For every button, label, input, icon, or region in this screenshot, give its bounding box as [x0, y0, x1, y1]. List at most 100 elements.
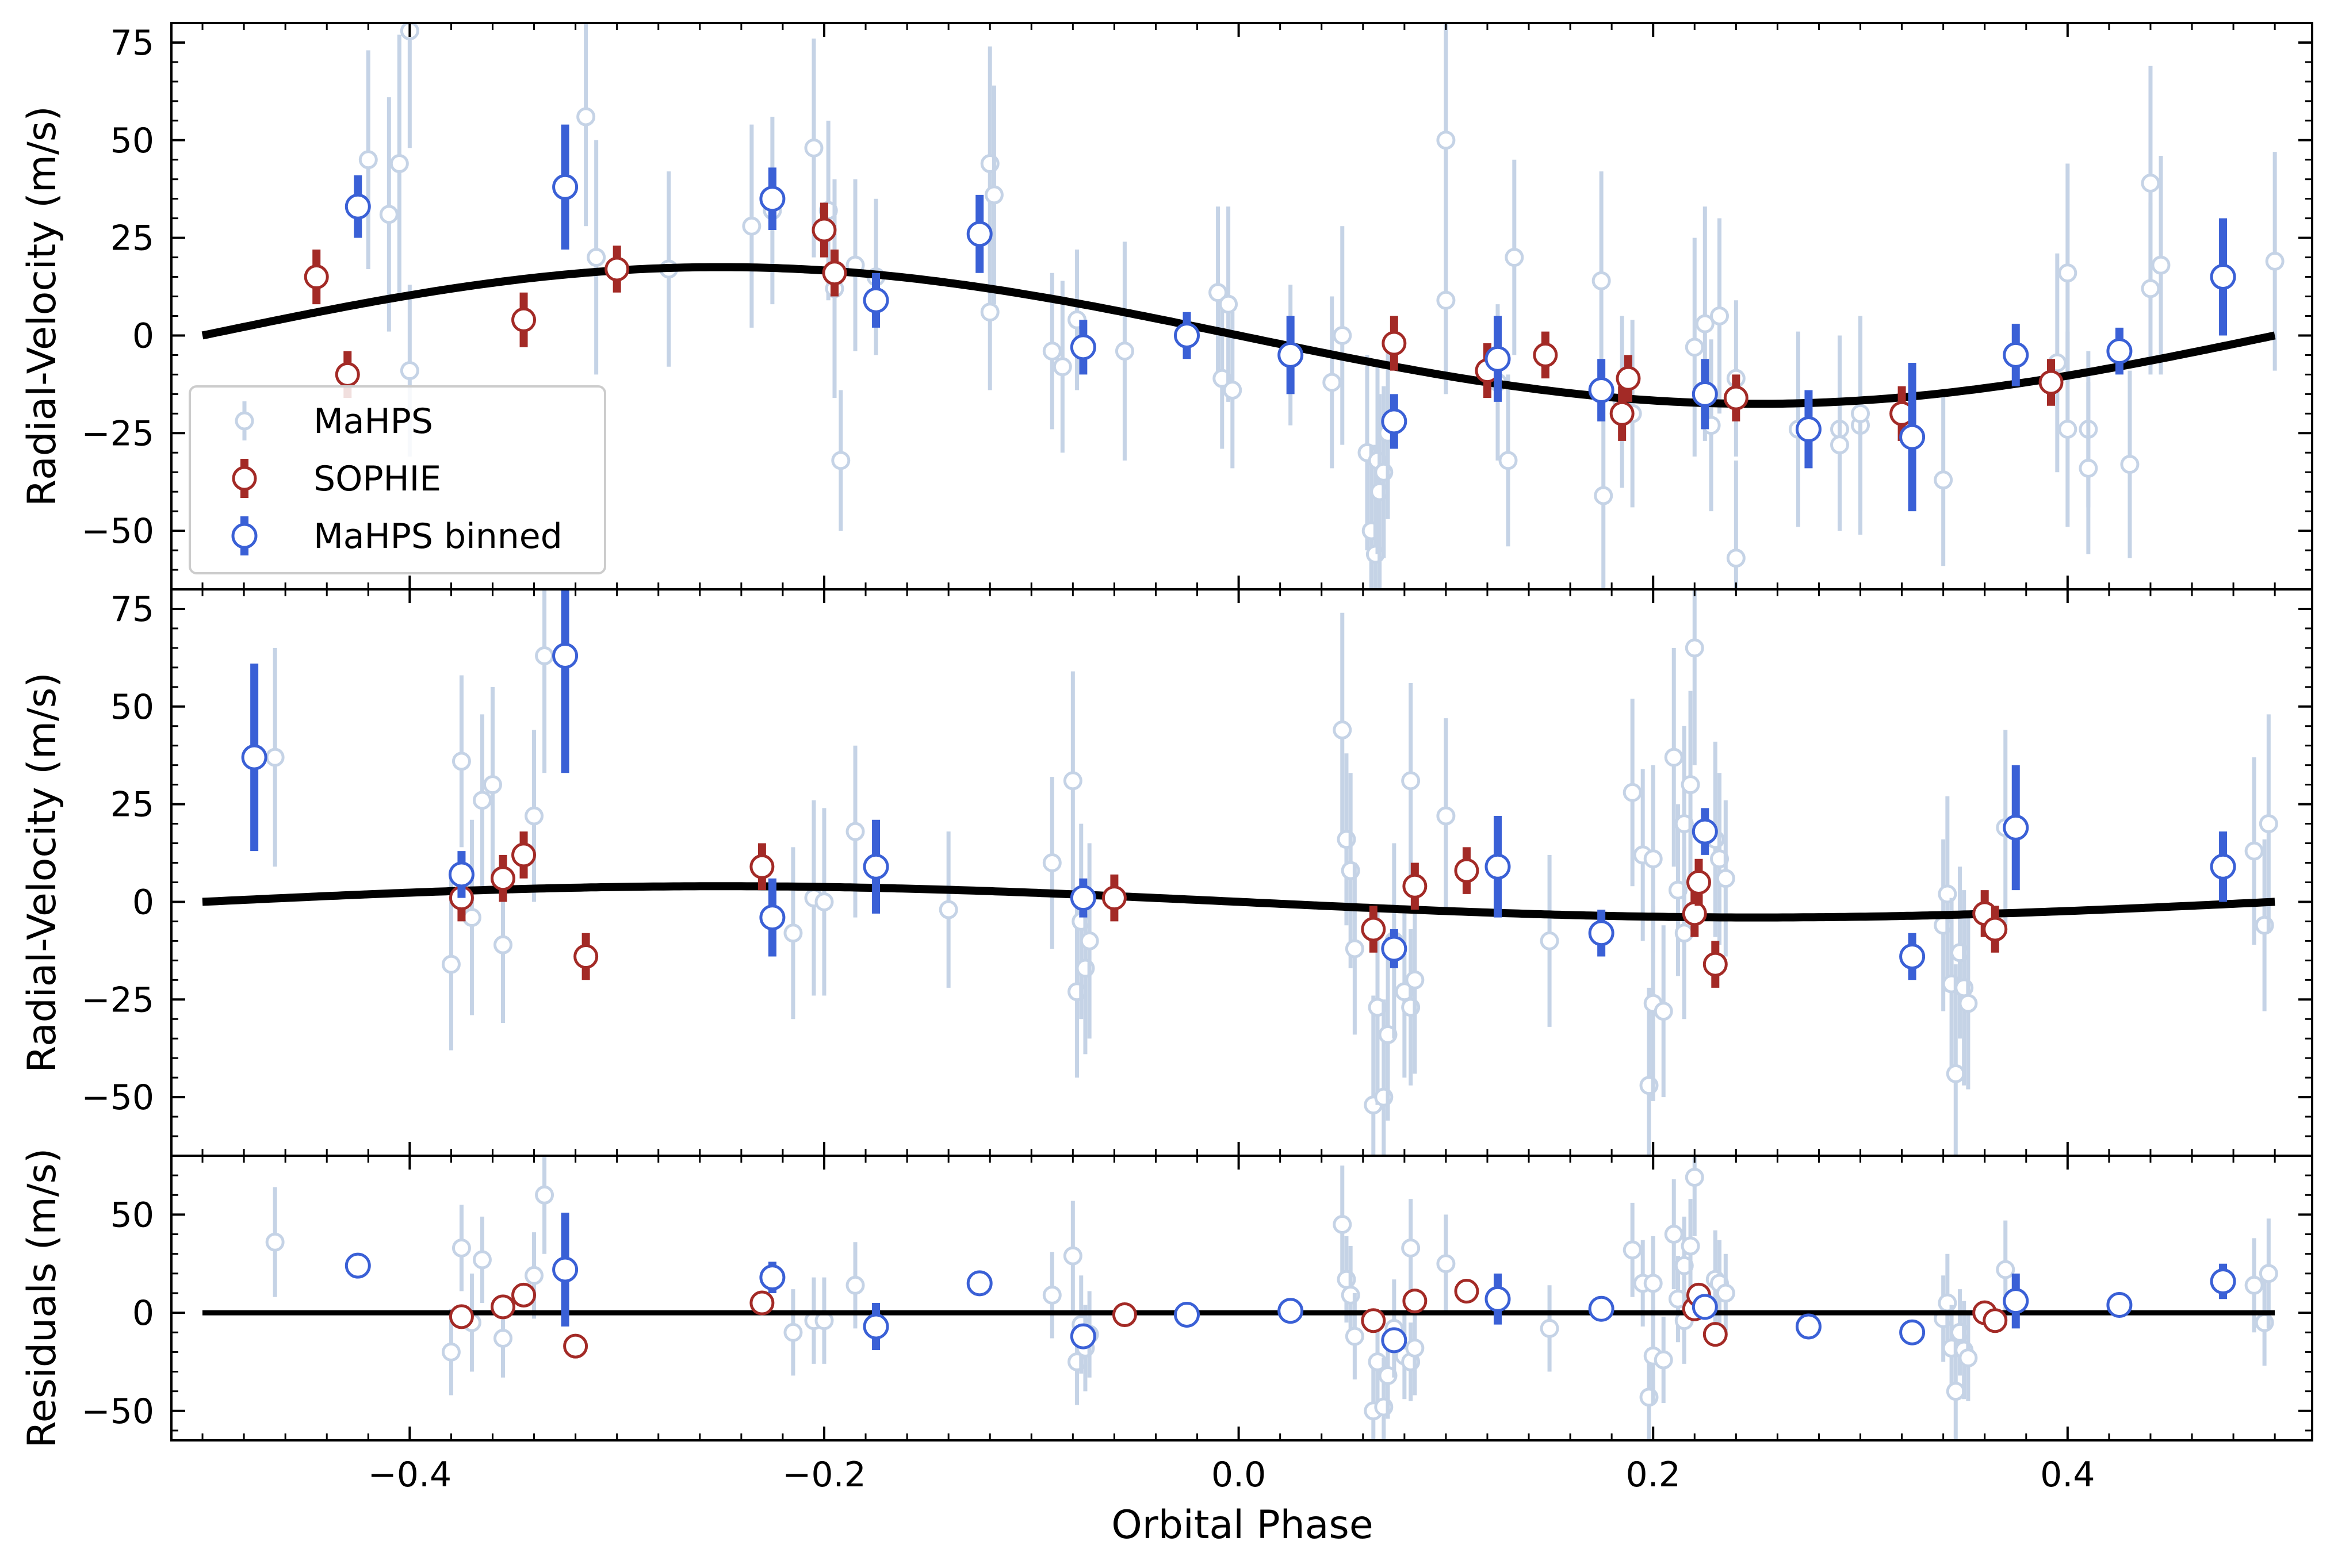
mahps-point — [358, 150, 378, 170]
binned-point — [759, 904, 786, 931]
mahps-point — [2265, 251, 2285, 271]
sophie-point — [1361, 1308, 1386, 1333]
mahps-point — [2141, 279, 2160, 298]
binned-point — [1277, 1298, 1304, 1324]
mahps-point — [441, 1342, 461, 1362]
mahps-point — [1333, 325, 1352, 345]
mahps-point — [1695, 314, 1715, 333]
mahps-point — [1401, 1238, 1421, 1258]
sophie-point — [1402, 873, 1428, 899]
mahps-point — [1654, 1002, 1673, 1021]
y-tick-label: 50 — [110, 1195, 154, 1235]
mahps-point — [400, 361, 419, 381]
y-axis-label: Residuals (m/s) — [20, 1148, 65, 1448]
mahps-point — [1436, 131, 1456, 150]
mahps-point — [1063, 1246, 1082, 1266]
binned-point — [2210, 1268, 2236, 1294]
mahps-point — [1996, 1260, 2015, 1279]
sophie-point — [335, 362, 360, 387]
mahps-point — [1958, 994, 1978, 1013]
mahps-point — [1505, 248, 1524, 267]
x-tick-label: 0.0 — [1211, 1455, 1266, 1495]
mahps-point — [2058, 419, 2077, 439]
legend-label-sophie: SOPHIE — [313, 459, 441, 499]
mahps-point — [1401, 771, 1421, 791]
binned-point — [1484, 1286, 1511, 1312]
sophie-point — [1609, 401, 1635, 426]
binned-point — [1692, 381, 1718, 407]
mahps-point — [1946, 1064, 1965, 1083]
x-tick-label: −0.4 — [368, 1455, 452, 1495]
binned-point — [241, 744, 267, 770]
y-tick-label: −50 — [81, 511, 154, 551]
binned-point — [2106, 338, 2133, 365]
plot-area — [202, 1156, 2278, 1440]
mahps-point — [1333, 1214, 1352, 1234]
mahps-point — [1594, 486, 1613, 505]
y-tick-label: 0 — [132, 882, 154, 922]
mahps-point — [1654, 1350, 1673, 1370]
sophie-point — [1686, 869, 1711, 895]
binned-point — [345, 1252, 371, 1279]
y-tick-label: 25 — [110, 785, 154, 825]
model-curve — [202, 882, 2275, 922]
binned-point — [1381, 936, 1407, 962]
legend-label-mahps: MaHPS — [313, 401, 433, 442]
mahps-point — [1063, 771, 1082, 791]
mahps-point — [1716, 1283, 1735, 1303]
x-tick-label: 0.4 — [2040, 1455, 2095, 1495]
mahps-point — [1115, 342, 1134, 361]
mahps-point — [2244, 1275, 2264, 1295]
binned-point — [1381, 1327, 1407, 1354]
sophie-point — [1454, 1279, 1479, 1304]
mahps-point — [265, 1232, 285, 1252]
mahps-point — [493, 935, 512, 954]
y-tick-label: −25 — [81, 980, 154, 1020]
binned-point — [1588, 377, 1614, 404]
binned-point — [2003, 814, 2029, 841]
mahps-point — [1322, 373, 1342, 392]
mahps-point — [1664, 747, 1683, 767]
sophie-point — [1702, 1322, 1728, 1347]
mahps-point — [742, 216, 762, 236]
binned-point — [552, 174, 579, 200]
sophie-point — [749, 1290, 775, 1316]
y-tick-label: 25 — [110, 218, 154, 259]
sophie-point — [511, 842, 537, 868]
mahps-point — [472, 1250, 492, 1270]
y-tick-label: −50 — [81, 1078, 154, 1118]
binned-point — [1070, 885, 1096, 911]
mahps-point — [1405, 970, 1425, 990]
sophie-point — [1702, 952, 1728, 977]
y-tick-label: 50 — [110, 687, 154, 727]
mahps-point — [1333, 720, 1352, 740]
binned-point — [552, 642, 579, 669]
sophie-point — [1616, 366, 1641, 391]
mahps-point — [1436, 806, 1456, 826]
mahps-point — [1436, 290, 1456, 310]
mahps-point — [783, 1322, 803, 1342]
sophie-point — [604, 256, 630, 282]
binned-point — [1588, 920, 1614, 946]
binned-point — [1692, 818, 1718, 845]
mahps-point — [1498, 451, 1518, 470]
x-tick-label: 0.2 — [1626, 1455, 1681, 1495]
y-axis-label: Radial-Velocity (m/s) — [20, 106, 65, 507]
mahps-point — [441, 954, 461, 974]
mahps-point — [2244, 841, 2264, 861]
mahps-point — [1405, 1339, 1425, 1358]
mahps-point — [1946, 1382, 1965, 1401]
mahps-point — [1664, 1225, 1683, 1244]
binned-point — [759, 1264, 786, 1291]
binned-point — [552, 1256, 579, 1283]
binned-point — [863, 853, 889, 880]
binned-point — [1484, 853, 1511, 880]
binned-point — [1795, 416, 1822, 442]
mahps-point — [1716, 869, 1735, 888]
y-tick-label: 0 — [132, 316, 154, 356]
mahps-point — [1623, 1240, 1642, 1260]
mahps-point — [472, 791, 492, 810]
binned-point — [345, 193, 371, 220]
mahps-point — [1042, 342, 1062, 361]
